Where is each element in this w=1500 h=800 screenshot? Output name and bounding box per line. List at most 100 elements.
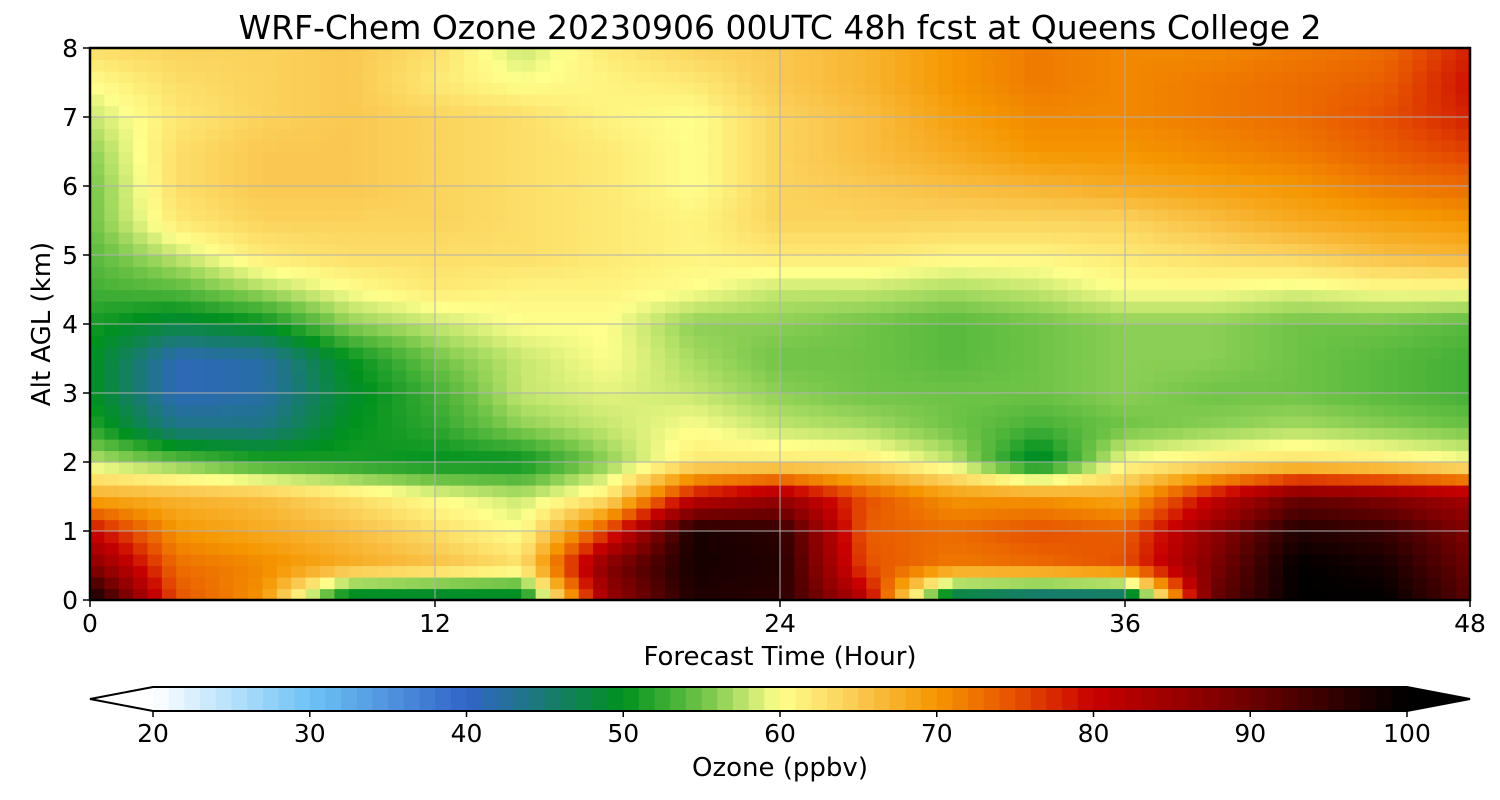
heatmap-cell [435,163,450,176]
heatmap-cell [607,128,623,141]
heatmap-cell [1081,71,1097,84]
heatmap-cell [550,312,565,325]
heatmap-cell [938,117,954,130]
heatmap-cell [1412,347,1428,360]
heatmap-cell [1010,439,1025,452]
heatmap-cell [1326,266,1342,279]
heatmap-cell [276,59,292,72]
heatmap-cell [348,519,364,532]
heatmap-cell [981,462,997,475]
heatmap-cell [334,588,350,601]
heatmap-cell [478,565,494,578]
heatmap-cell [1211,485,1227,498]
heatmap-cell [794,416,810,429]
heatmap-cell [1110,301,1126,314]
heatmap-cell [851,347,867,360]
heatmap-cell [794,450,810,463]
heatmap-cell [1283,278,1299,291]
heatmap-cell [363,243,379,256]
heatmap-cell [1096,427,1112,440]
heatmap-cell [1340,462,1356,475]
heatmap-cell [665,450,680,463]
heatmap-cell [90,312,105,325]
heatmap-cell [506,197,522,210]
heatmap-cell [895,370,910,383]
heatmap-cell [952,485,968,498]
heatmap-cell [262,565,278,578]
heatmap-cell [205,462,220,475]
heatmap-cell [679,243,695,256]
heatmap-cell [492,255,508,268]
heatmap-cell [1024,163,1040,176]
heatmap-cell [348,197,364,210]
heatmap-cell [1426,301,1442,314]
heatmap-cell [1153,324,1169,337]
heatmap-cell [679,174,695,187]
heatmap-cell [1225,243,1241,256]
heatmap-cell [1153,209,1169,222]
heatmap-cell [1125,588,1140,601]
heatmap-cell [276,209,292,222]
heatmap-cell [1311,59,1327,72]
heatmap-cell [420,209,436,222]
heatmap-cell [1125,312,1140,325]
heatmap-cell [334,450,350,463]
heatmap-cell [334,278,350,291]
heatmap-cell [665,278,680,291]
heatmap-cell [463,462,479,475]
heatmap-cell [1297,450,1313,463]
heatmap-cell [320,554,335,567]
heatmap-cell [550,485,565,498]
heatmap-cell [118,462,134,475]
heatmap-cell [736,140,752,153]
heatmap-cell [161,48,177,61]
heatmap-cell [205,186,220,199]
heatmap-cell [564,174,580,187]
heatmap-cell [1225,393,1241,406]
heatmap-cell [1369,140,1385,153]
heatmap-cell [650,404,666,417]
heatmap-cell [506,312,522,325]
heatmap-cell [190,542,206,555]
heatmap-cell [291,117,307,130]
heatmap-cell [564,220,580,233]
heatmap-cell [1326,519,1342,532]
heatmap-cell [909,71,925,84]
heatmap-cell [995,404,1011,417]
heatmap-cell [808,232,824,245]
heatmap-cell [837,48,853,61]
heatmap-cell [1355,565,1370,578]
heatmap-cell [909,48,925,61]
heatmap-cell [693,209,709,222]
heatmap-cell [205,588,220,601]
heatmap-cell [449,335,465,348]
heatmap-cell [1355,117,1370,130]
heatmap-cell [607,232,623,245]
heatmap-cell [708,427,724,440]
heatmap-cell [463,174,479,187]
heatmap-cell [1369,324,1385,337]
colorbar-segment [607,687,624,711]
heatmap-cell [176,82,192,95]
heatmap-cell [348,163,364,176]
heatmap-cell [291,197,307,210]
heatmap-cell [305,197,321,210]
heatmap-cell [1412,485,1428,498]
heatmap-cell [1182,358,1198,371]
heatmap-cell [205,496,220,509]
heatmap-cell [1182,335,1198,348]
heatmap-cell [780,163,795,176]
heatmap-cell [665,266,680,279]
heatmap-cell [1369,197,1385,210]
heatmap-cell [923,381,939,394]
heatmap-cell [276,117,292,130]
heatmap-cell [1196,485,1212,498]
heatmap-cell [1340,163,1356,176]
heatmap-cell [851,565,867,578]
heatmap-cell [995,94,1011,107]
heatmap-cell [305,519,321,532]
heatmap-cell [880,554,896,567]
heatmap-cell [909,94,925,107]
heatmap-cell [506,220,522,233]
heatmap-cell [952,209,968,222]
